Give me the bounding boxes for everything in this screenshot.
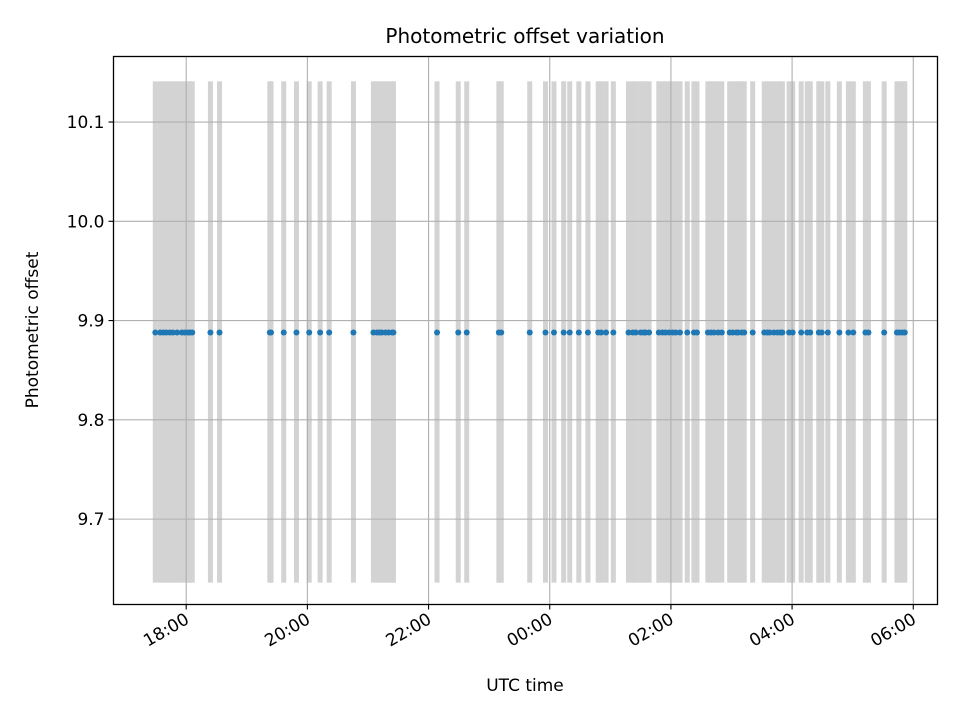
data-point — [463, 329, 470, 336]
y-axis-ticks: 9.7 9.8 9.9 10.0 10.1 — [67, 113, 114, 530]
data-point — [280, 329, 287, 336]
data-point — [850, 329, 857, 336]
data-point — [174, 329, 181, 336]
plot-area-frame — [112, 55, 939, 606]
data-point — [293, 329, 300, 336]
data-point — [779, 329, 786, 336]
data-point — [646, 329, 653, 336]
data-point — [718, 329, 725, 336]
y-tick-label: 10.1 — [67, 113, 105, 133]
data-point — [542, 329, 549, 336]
data-points — [152, 329, 908, 336]
data-point — [766, 329, 773, 336]
data-point — [306, 329, 313, 336]
y-axis-label: Photometric offset — [23, 251, 43, 408]
data-point — [865, 329, 872, 336]
data-point — [836, 329, 843, 336]
y-tick-label: 10.0 — [67, 212, 105, 232]
data-point — [566, 329, 573, 336]
data-point — [498, 329, 505, 336]
data-point — [807, 329, 814, 336]
data-point — [598, 329, 605, 336]
data-point — [550, 329, 557, 336]
y-tick-label: 9.9 — [77, 312, 104, 332]
x-tick-label: 02:00 — [625, 610, 677, 652]
data-point — [207, 329, 214, 336]
data-point — [798, 329, 805, 336]
data-point — [818, 329, 825, 336]
data-point — [625, 329, 632, 336]
data-point — [434, 329, 441, 336]
x-tick-label: 22:00 — [383, 610, 435, 652]
data-point — [560, 329, 567, 336]
data-point — [326, 329, 333, 336]
data-point — [749, 329, 756, 336]
data-point — [169, 329, 176, 336]
data-point — [610, 329, 617, 336]
data-point — [455, 329, 462, 336]
x-axis-label: UTC time — [486, 676, 564, 696]
grid-lines — [113, 56, 938, 605]
data-point — [693, 329, 700, 336]
y-tick-label: 9.7 — [77, 510, 104, 530]
x-tick-label: 04:00 — [746, 610, 798, 652]
x-axis-ticks: 18:00 20:00 22:00 00:00 02:00 04:00 06:00 — [140, 604, 920, 652]
x-tick-label: 00:00 — [504, 610, 556, 652]
data-point — [603, 329, 610, 336]
data-point — [845, 329, 852, 336]
data-point — [390, 329, 397, 336]
data-point — [575, 329, 582, 336]
y-tick-label: 9.8 — [77, 411, 104, 431]
data-point — [824, 329, 831, 336]
chart-title: Photometric offset variation — [385, 24, 664, 48]
data-point — [216, 329, 223, 336]
data-point — [684, 329, 691, 336]
data-point — [710, 329, 717, 336]
data-point — [881, 329, 888, 336]
data-point — [526, 329, 533, 336]
x-tick-label: 06:00 — [867, 610, 919, 652]
data-point — [789, 329, 796, 336]
data-point — [189, 329, 196, 336]
data-point — [268, 329, 275, 336]
data-point — [632, 329, 639, 336]
x-tick-label: 18:00 — [140, 610, 192, 652]
data-point — [901, 329, 908, 336]
data-point — [741, 329, 748, 336]
data-point — [584, 329, 591, 336]
data-point — [350, 329, 357, 336]
data-point — [672, 329, 679, 336]
x-tick-label: 20:00 — [261, 610, 313, 652]
data-point — [317, 329, 324, 336]
data-point — [152, 329, 159, 336]
data-point — [677, 329, 683, 336]
